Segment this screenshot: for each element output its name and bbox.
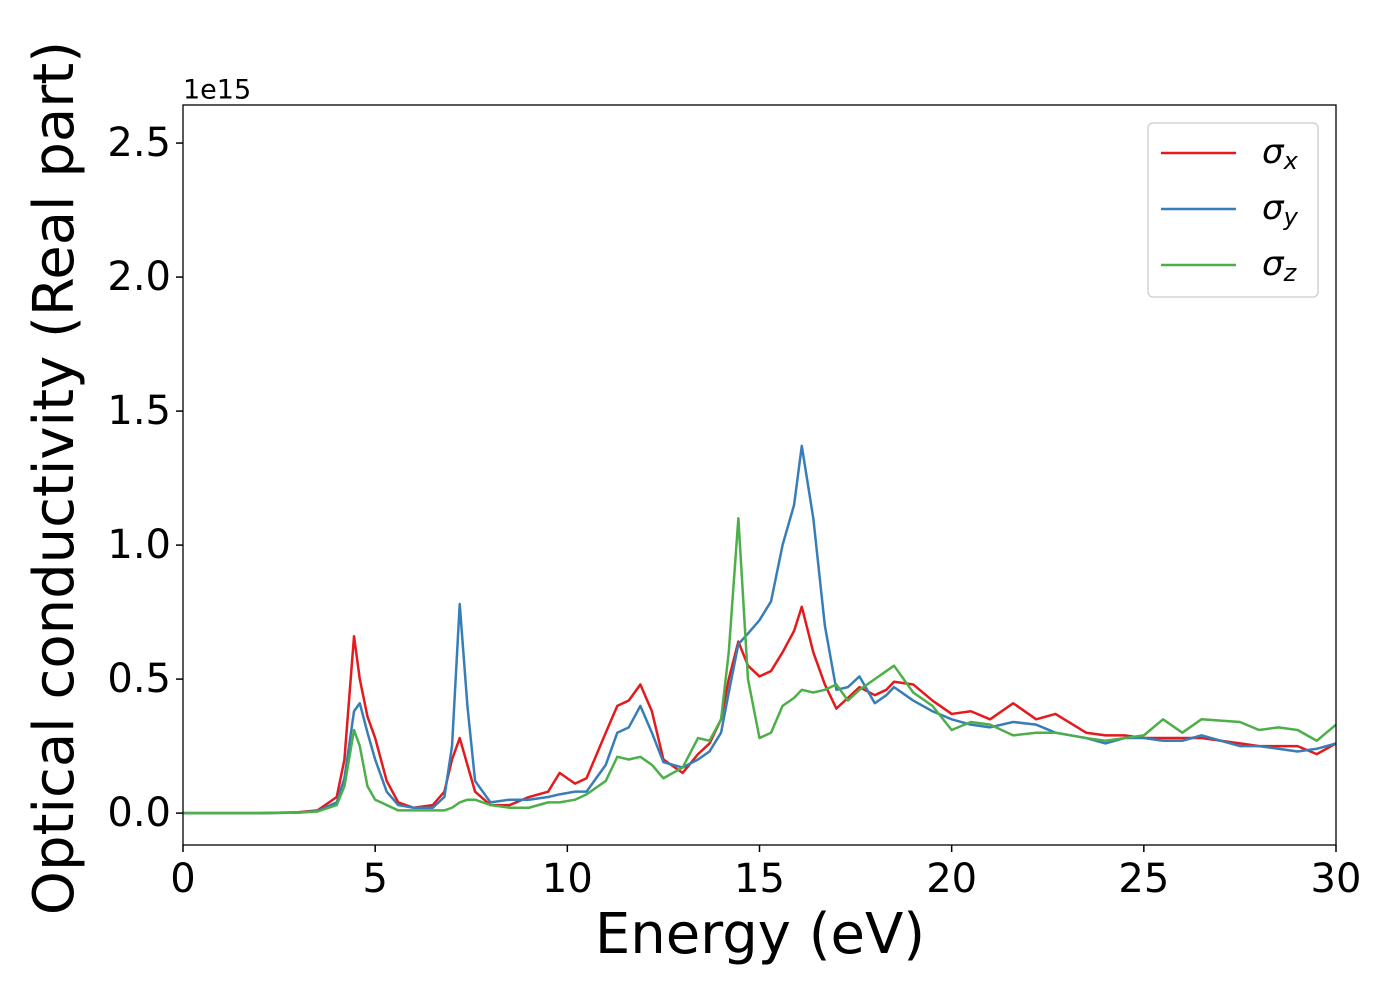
y-offset-label: 1e15: [183, 75, 251, 106]
x-tick-label: 30: [1311, 856, 1362, 902]
y-axis-label: Optical conductivity (Real part): [22, 41, 87, 915]
x-tick-label: 5: [362, 856, 387, 902]
y-tick-label: 1.5: [107, 388, 171, 434]
x-axis-label: Energy (eV): [595, 902, 925, 967]
legend-symbol: σ: [1262, 132, 1285, 172]
legend-symbol: σ: [1262, 188, 1285, 228]
y-tick-label: 2.5: [107, 120, 171, 166]
x-tick-label: 25: [1118, 856, 1169, 902]
legend-subscript: y: [1283, 203, 1299, 231]
legend-label: σy: [1262, 188, 1299, 232]
legend-label: σz: [1262, 244, 1298, 288]
legend-symbol: σ: [1262, 244, 1285, 284]
x-tick-label: 10: [542, 856, 593, 902]
legend-subscript: z: [1283, 259, 1298, 287]
y-tick-label: 1.0: [107, 522, 171, 568]
y-tick-label: 0.5: [107, 656, 171, 702]
x-tick-label: 15: [734, 856, 785, 902]
plot-frame: [182, 104, 1337, 846]
y-tick-label: 0.0: [107, 790, 171, 836]
series-line: [183, 444, 1336, 815]
legend-label: σx: [1262, 132, 1299, 176]
x-tick-label: 0: [170, 856, 195, 902]
y-tick-label: 2.0: [107, 254, 171, 300]
legend-subscript: x: [1283, 147, 1299, 175]
series-line: [183, 517, 1336, 815]
x-tick-label: 20: [926, 856, 977, 902]
